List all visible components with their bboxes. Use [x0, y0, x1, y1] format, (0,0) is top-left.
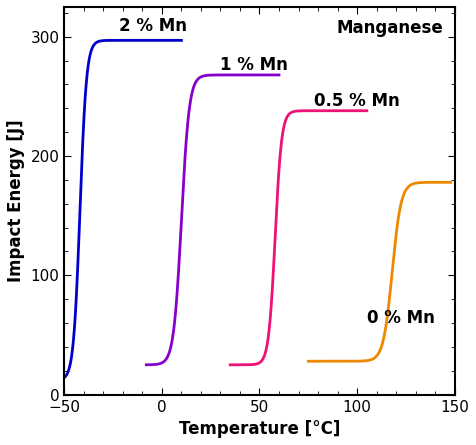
Text: 0 % Mn: 0 % Mn [367, 309, 435, 327]
Y-axis label: Impact Energy [J]: Impact Energy [J] [7, 119, 25, 282]
Text: 2 % Mn: 2 % Mn [119, 17, 187, 35]
Text: 0.5 % Mn: 0.5 % Mn [314, 92, 400, 110]
Text: Manganese: Manganese [336, 19, 443, 36]
X-axis label: Temperature [°C]: Temperature [°C] [179, 420, 340, 438]
Text: 1 % Mn: 1 % Mn [220, 56, 288, 74]
